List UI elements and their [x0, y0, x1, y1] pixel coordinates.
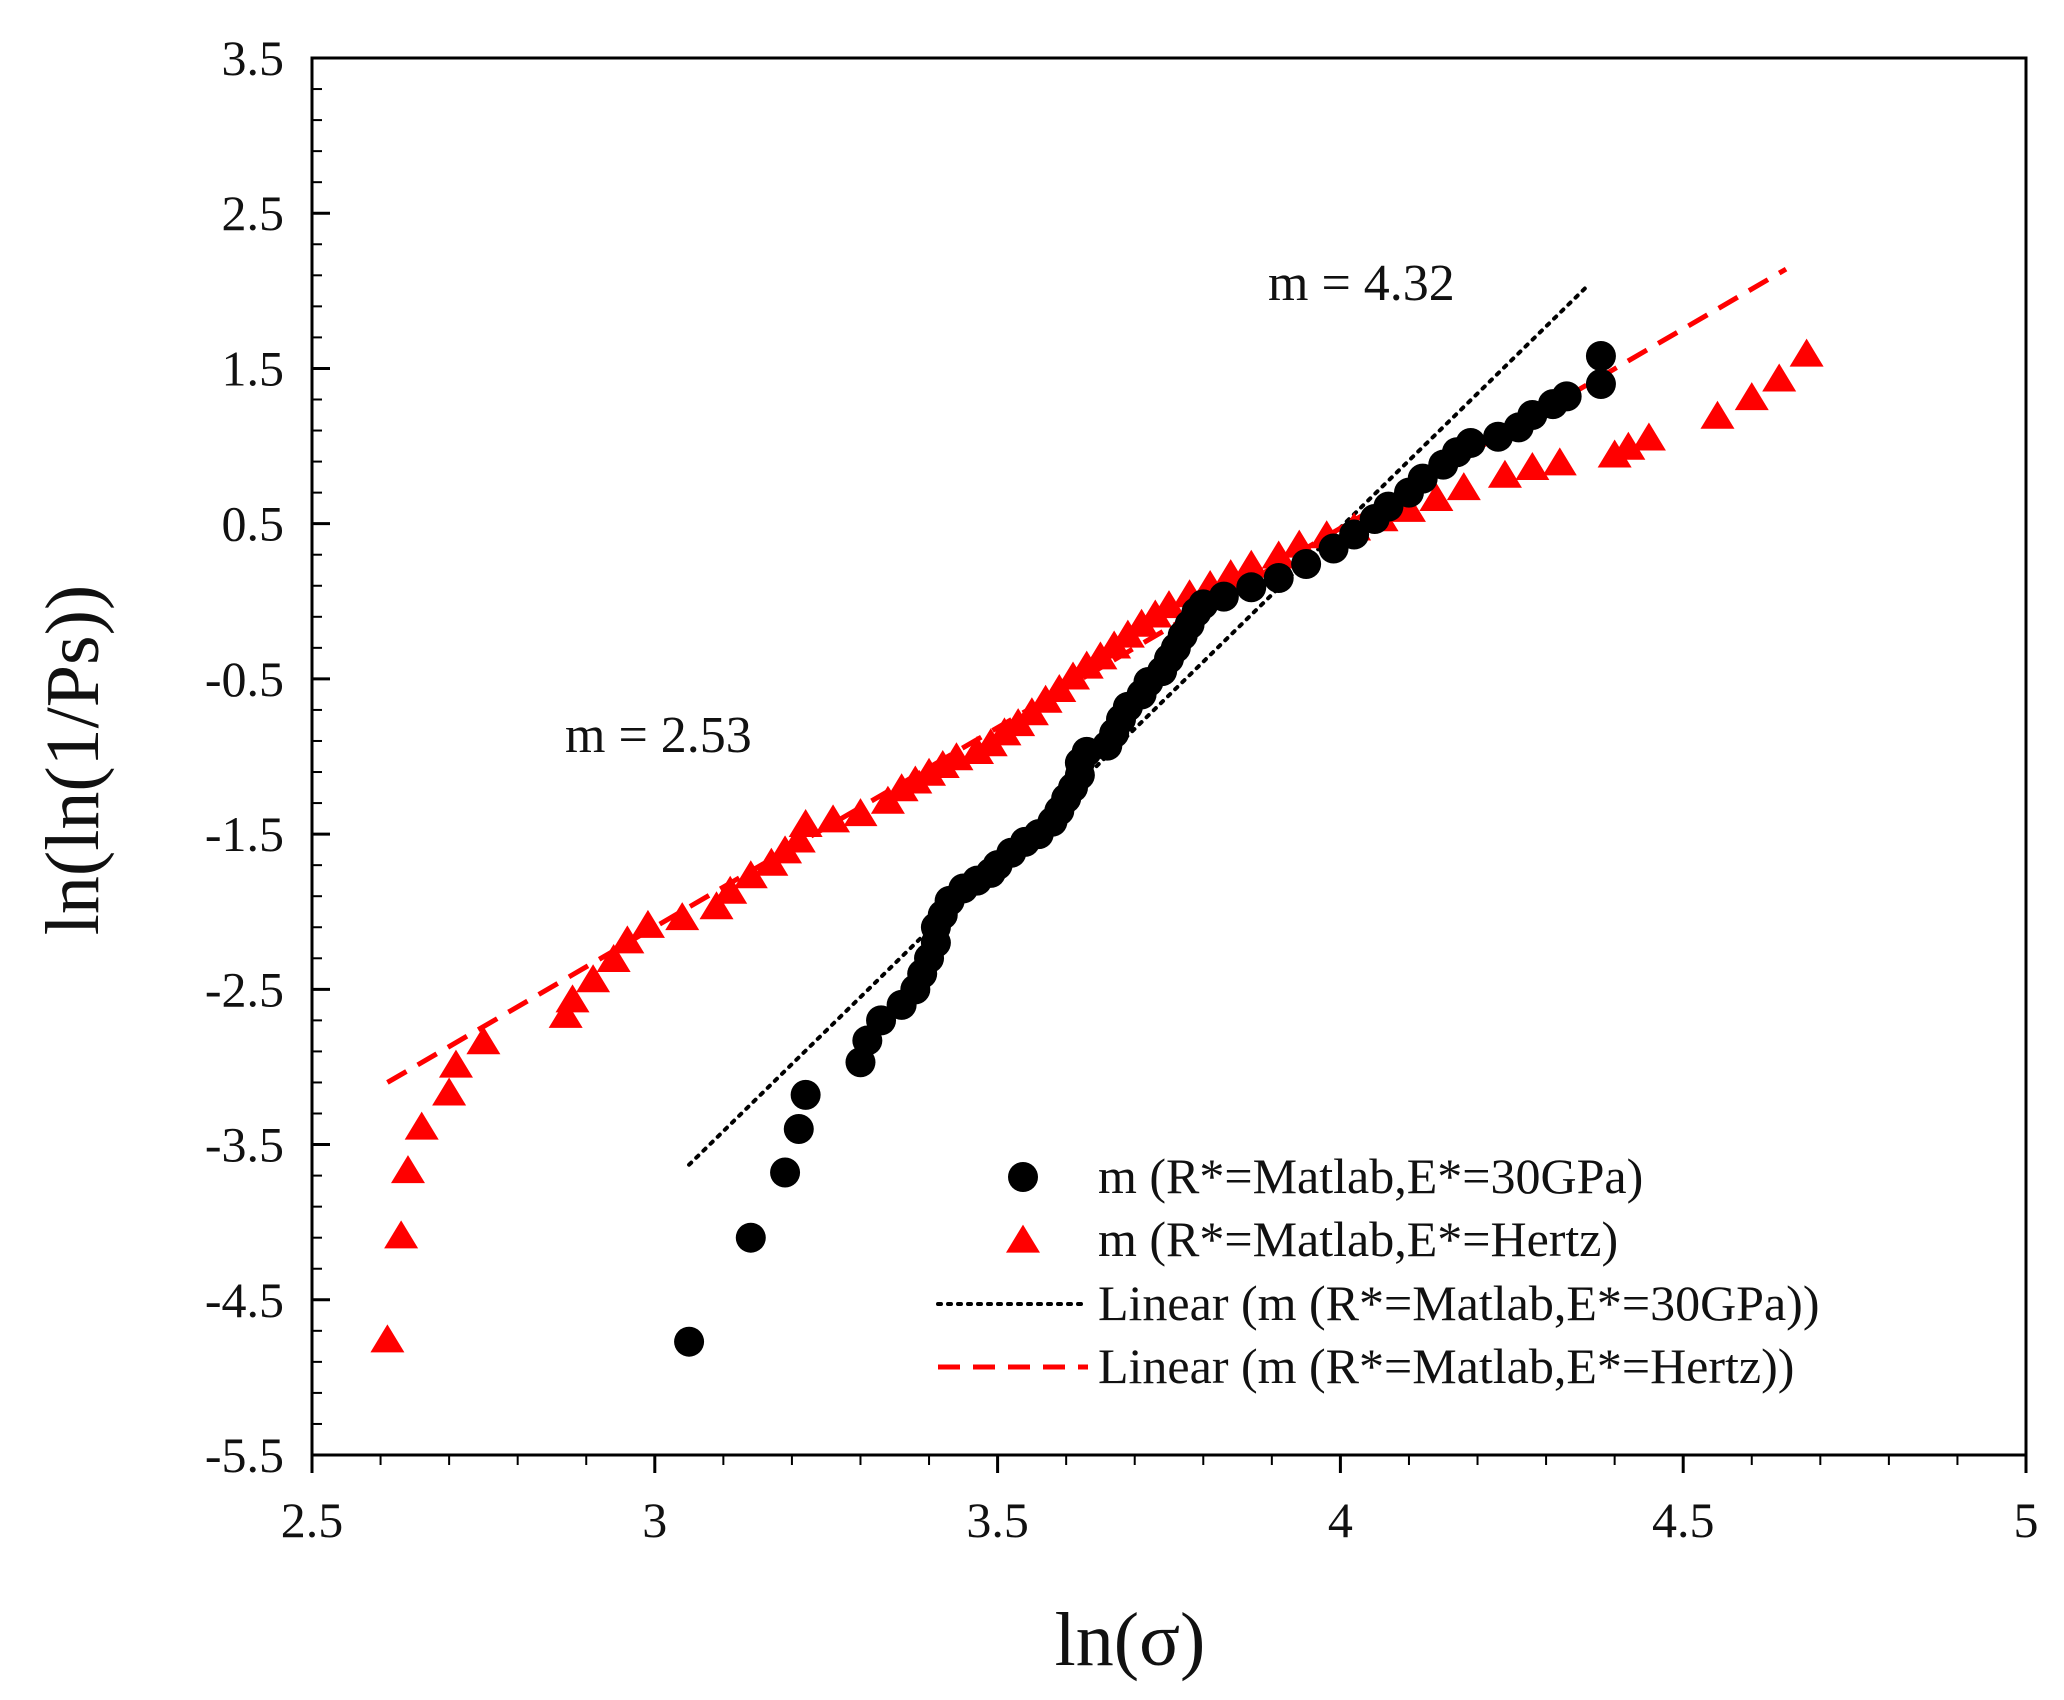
data-point-hertz [596, 944, 631, 973]
legend-label-30gpa: m (R*=Matlab,E*=30GPa) [1098, 1148, 1643, 1204]
data-point-30gpa [1339, 519, 1370, 550]
annotation-m-432: m = 4.32 [1268, 255, 1455, 312]
data-point-hertz [384, 1220, 419, 1249]
data-point-hertz [555, 984, 590, 1013]
legend-label-linear-30gpa: Linear (m (R*=Matlab,E*=30GPa)) [1098, 1275, 1819, 1331]
data-point-hertz [843, 798, 878, 827]
data-point-30gpa [1551, 381, 1582, 412]
trendline-30gpa [687, 284, 1590, 1167]
data-point-30gpa [866, 1005, 897, 1036]
x-tick-label: 5 [2014, 1492, 2039, 1548]
data-point-hertz [713, 875, 748, 904]
data-point-hertz [1700, 400, 1735, 429]
y-tick-label: -3.5 [205, 1117, 284, 1173]
plot-frame [310, 56, 2028, 1457]
y-tick-label: -2.5 [205, 961, 284, 1017]
x-tick-label: 4 [1328, 1492, 1353, 1548]
y-tick-label: -4.5 [205, 1272, 284, 1328]
data-point-hertz [925, 750, 960, 779]
data-point-30gpa [735, 1222, 766, 1253]
data-point-30gpa [1208, 581, 1239, 612]
x-tick-label: 3 [642, 1492, 667, 1548]
legend-marker-hertz [1006, 1224, 1040, 1253]
data-point-hertz [1446, 472, 1481, 501]
legend-marker-30gpa [1008, 1162, 1038, 1192]
annotations: m = 4.32 m = 2.53 [565, 255, 1455, 764]
x-tick-label: 2.5 [281, 1492, 344, 1548]
data-point-hertz [438, 1049, 473, 1078]
tick-labels: 2.5 3 3.5 4 4.5 5 -5.5 -4.5 -3.5 -2.5 -1.5 -0.5 0.5 1… [205, 30, 2039, 1548]
y-axis-title: ln(ln(1/Ps)) [31, 585, 115, 935]
data-point-hertz [610, 925, 645, 954]
data-point-30gpa [1236, 572, 1267, 603]
data-point-hertz [960, 736, 995, 765]
data-point-hertz [781, 824, 816, 853]
data-point-hertz [404, 1111, 439, 1140]
data-point-hertz [1542, 447, 1577, 476]
data-point-hertz [630, 909, 665, 938]
data-points [370, 338, 1824, 1357]
data-point-hertz [1631, 422, 1666, 451]
data-point-hertz [733, 860, 768, 889]
data-point-hertz [1261, 540, 1296, 569]
legend: m (R*=Matlab,E*=30GPa) m (R*=Matlab,E*=He… [936, 1148, 1819, 1394]
data-point-hertz [432, 1077, 467, 1106]
data-point-hertz [1611, 431, 1646, 460]
data-point-30gpa [674, 1326, 705, 1357]
data-point-hertz [1734, 382, 1769, 411]
x-tick-label: 3.5 [966, 1492, 1029, 1548]
data-point-hertz [1487, 459, 1522, 488]
data-point-30gpa [1455, 427, 1486, 458]
data-point-30gpa [1291, 549, 1322, 580]
y-tick-label: 3.5 [222, 30, 285, 86]
data-point-hertz [1597, 439, 1632, 468]
data-point-hertz [390, 1155, 425, 1184]
annotation-m-253: m = 2.53 [565, 707, 752, 764]
data-point-hertz [1515, 451, 1550, 480]
y-tick-label: 1.5 [222, 340, 285, 396]
x-axis-title: ln(σ) [1055, 1598, 1206, 1682]
data-point-30gpa [1585, 341, 1616, 372]
data-point-hertz [1762, 363, 1797, 392]
data-point-hertz [884, 773, 919, 802]
y-tick-label: -0.5 [205, 651, 284, 707]
y-tick-label: -5.5 [205, 1427, 284, 1483]
data-point-hertz [576, 964, 611, 993]
data-point-hertz [665, 902, 700, 931]
y-tick-label: 2.5 [222, 185, 285, 241]
data-point-hertz [816, 804, 851, 833]
data-point-30gpa [1263, 562, 1294, 593]
data-point-hertz [1419, 483, 1454, 512]
data-point-hertz [912, 757, 947, 786]
data-point-hertz [548, 999, 583, 1028]
data-point-30gpa [790, 1079, 821, 1110]
legend-label-linear-hertz: Linear (m (R*=Matlab,E*=Hertz)) [1098, 1338, 1794, 1394]
y-tick-label: 0.5 [222, 496, 285, 552]
data-point-hertz [370, 1324, 405, 1353]
data-point-30gpa [770, 1157, 801, 1188]
legend-label-hertz: m (R*=Matlab,E*=Hertz) [1098, 1211, 1618, 1267]
data-point-hertz [1789, 338, 1824, 367]
data-point-hertz [898, 765, 933, 794]
x-tick-label: 4.5 [1652, 1492, 1715, 1548]
data-point-hertz [1152, 590, 1186, 619]
data-point-hertz [788, 808, 823, 837]
data-point-hertz [1234, 549, 1269, 578]
data-point-hertz [699, 891, 734, 920]
data-point-hertz [466, 1026, 501, 1055]
y-tick-label: -1.5 [205, 806, 284, 862]
data-point-30gpa [783, 1114, 814, 1145]
data-point-30gpa [1585, 368, 1616, 399]
axes [310, 56, 2028, 1473]
